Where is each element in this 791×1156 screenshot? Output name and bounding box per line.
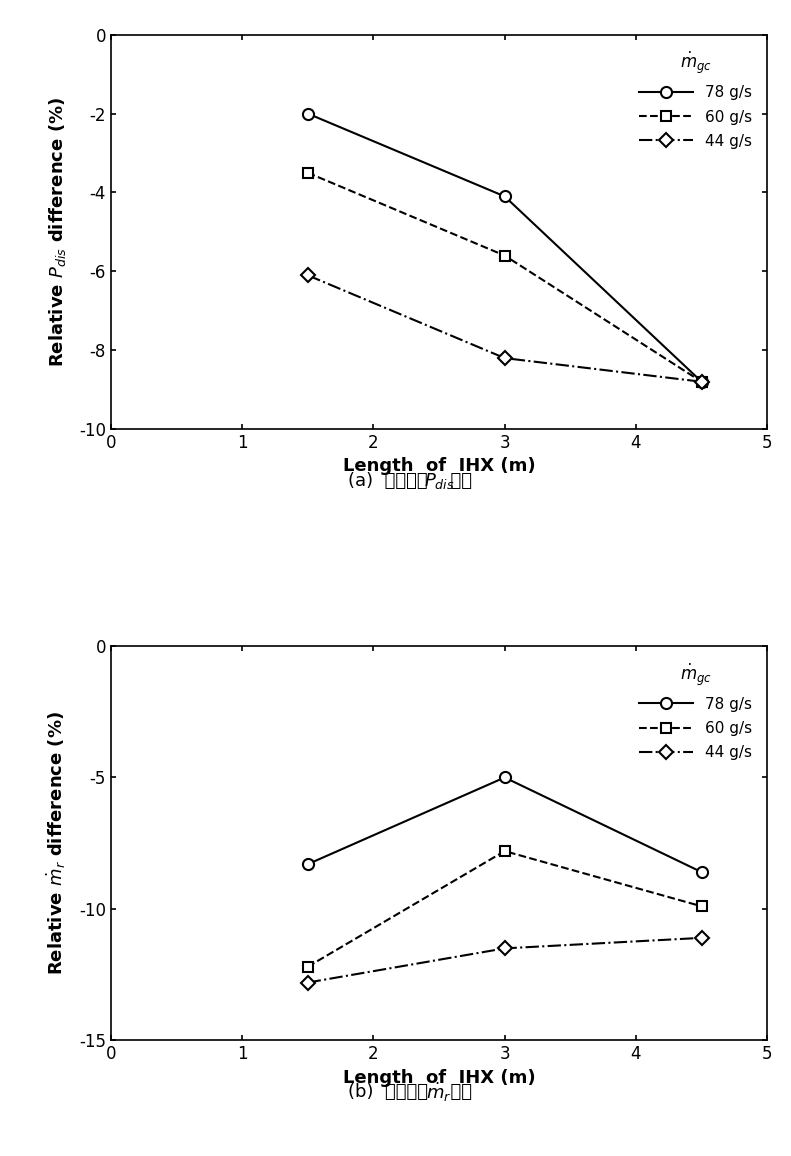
Y-axis label: Relative $\dot{m}_r$ difference (%): Relative $\dot{m}_r$ difference (%) <box>44 711 68 976</box>
Y-axis label: Relative $P_{dis}$ difference (%): Relative $P_{dis}$ difference (%) <box>47 97 68 366</box>
Text: (a)  상대적인: (a) 상대적인 <box>348 472 439 490</box>
Text: 차이: 차이 <box>439 472 472 490</box>
Legend: 78 g/s, 60 g/s, 44 g/s: 78 g/s, 60 g/s, 44 g/s <box>631 43 759 156</box>
Text: (b)  상대적인: (b) 상대적인 <box>347 1083 439 1102</box>
Legend: 78 g/s, 60 g/s, 44 g/s: 78 g/s, 60 g/s, 44 g/s <box>631 653 759 768</box>
X-axis label: Length  of  IHX (m): Length of IHX (m) <box>343 1069 536 1087</box>
Text: 차이: 차이 <box>439 1083 472 1102</box>
Text: $\dot{m}_r$: $\dot{m}_r$ <box>426 1081 452 1104</box>
X-axis label: Length  of  IHX (m): Length of IHX (m) <box>343 458 536 475</box>
Text: $P_{dis}$: $P_{dis}$ <box>424 472 454 491</box>
